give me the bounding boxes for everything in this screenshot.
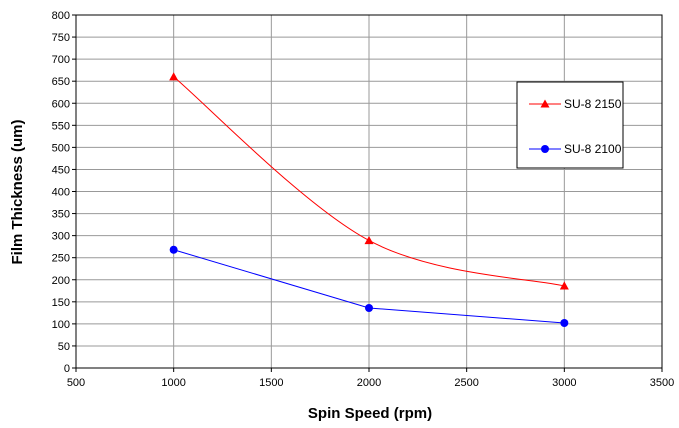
y-tick-label: 650	[52, 76, 70, 88]
x-tick-label: 1500	[259, 377, 283, 389]
y-axis-title: Film Thickness (um)	[9, 119, 26, 264]
legend-label-su8-2100: SU-8 2100	[564, 142, 622, 156]
y-tick-label: 200	[52, 275, 70, 287]
y-tick-label: 500	[52, 142, 70, 154]
legend-marker-triangle	[540, 99, 550, 108]
y-tick-label: 450	[52, 164, 70, 176]
y-tick-label: 0	[64, 363, 70, 375]
data-point-su-8-2100	[169, 245, 178, 254]
x-axis-title: Spin Speed (rpm)	[308, 405, 432, 422]
x-tick-label: 500	[67, 377, 85, 389]
legend: SU-8 2150 SU-8 2100	[516, 81, 624, 169]
y-tick-label: 150	[52, 297, 70, 309]
data-point-su-8-2100	[365, 303, 373, 312]
x-tick-label: 1000	[161, 377, 185, 389]
y-tick-label: 600	[52, 98, 70, 110]
legend-marker-circle	[541, 145, 549, 153]
y-tick-label: 550	[52, 120, 70, 132]
y-tick-label: 300	[52, 231, 70, 243]
x-tick-label: 2000	[357, 377, 381, 389]
x-tick-label: 3000	[552, 377, 576, 389]
y-tick-label: 350	[52, 209, 70, 221]
y-tick-label: 800	[52, 10, 70, 22]
data-point-su-8-2150	[169, 72, 179, 81]
y-tick-label: 250	[52, 253, 70, 265]
x-tick-label: 3500	[650, 377, 674, 389]
data-point-su-8-2100	[560, 318, 569, 327]
y-tick-label: 400	[52, 187, 70, 199]
x-tick-label: 2500	[454, 377, 478, 389]
x-axis-ticks: 500 1000 1500 2000 2500 3000 3500	[67, 368, 674, 389]
y-tick-label: 100	[52, 319, 70, 331]
data-point-su-8-2150	[559, 281, 569, 290]
data-point-su-8-2150	[364, 235, 374, 245]
series-group	[169, 72, 569, 327]
legend-label-su8-2150: SU-8 2150	[564, 97, 622, 111]
legend-box	[516, 81, 624, 169]
y-tick-label: 50	[58, 341, 70, 353]
y-tick-label: 700	[52, 54, 70, 66]
y-axis-ticks: 0 50 100 150 200 250 300 350 400 450 500 550 600 650 7…	[52, 10, 76, 375]
y-tick-label: 750	[52, 32, 70, 44]
